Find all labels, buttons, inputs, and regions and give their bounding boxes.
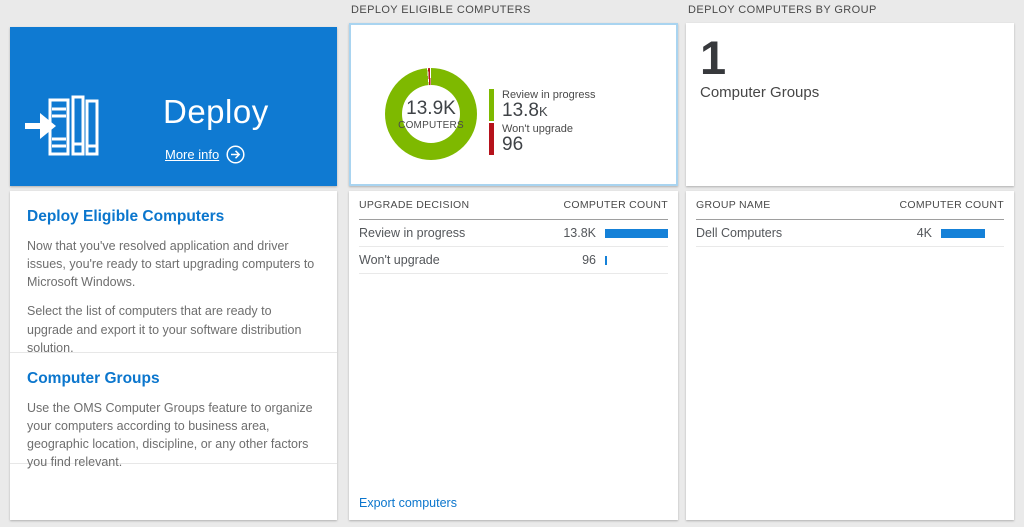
legend-swatch-red xyxy=(489,122,494,155)
circle-arrow-right-icon xyxy=(226,145,245,164)
empty-section xyxy=(10,463,337,519)
deploy-tile[interactable]: Deploy More info xyxy=(10,27,337,186)
legend-item-review-in-progress: Review in progress 13.8K xyxy=(489,89,596,121)
group-count-label: Computer Groups xyxy=(700,84,820,102)
export-computers-link[interactable]: Export computers xyxy=(359,496,457,510)
donut-center-value: 13.9K xyxy=(406,97,456,119)
donut-center-label: COMPUTERS xyxy=(398,119,464,131)
donut-chart: 13.9K COMPUTERS xyxy=(385,68,477,160)
row-label: Won't upgrade xyxy=(359,253,440,267)
donut-center: 13.9K COMPUTERS xyxy=(398,85,464,143)
computer-groups-summary-card[interactable]: 1 Computer Groups xyxy=(686,23,1014,186)
legend-label: Review in progress xyxy=(502,89,596,101)
deploy-info-panel: Deploy Eligible Computers Now that you'v… xyxy=(10,191,337,520)
legend-value: 13.8K xyxy=(502,100,548,121)
table-header-row: UPGRADE DECISION COMPUTER COUNT xyxy=(359,191,668,220)
row-value: 96 xyxy=(582,253,596,267)
count-bar xyxy=(941,228,985,238)
row-label: Review in progress xyxy=(359,226,466,240)
upgrade-decision-table-panel: UPGRADE DECISION COMPUTER COUNT Review i… xyxy=(349,191,678,520)
column-header-computer-count: COMPUTER COUNT xyxy=(563,199,668,211)
section-heading: Computer Groups xyxy=(27,370,160,387)
section-paragraph: Now that you've resolved application and… xyxy=(27,239,315,290)
table-header-row: GROUP NAME COMPUTER COUNT xyxy=(696,191,1004,220)
section-paragraph: Select the list of computers that are re… xyxy=(27,304,302,355)
group-count: 1 xyxy=(700,31,727,84)
more-info-label: More info xyxy=(165,147,220,162)
column-header: DEPLOY ELIGIBLE COMPUTERS xyxy=(351,4,531,16)
column-header: DEPLOY COMPUTERS BY GROUP xyxy=(688,4,877,16)
tile-title: Deploy xyxy=(163,93,269,130)
column-header-group-name: GROUP NAME xyxy=(696,199,771,211)
row-value: 4K xyxy=(916,226,932,240)
deploy-books-arrow-icon xyxy=(24,95,100,164)
section-heading: Deploy Eligible Computers xyxy=(27,208,225,225)
computer-groups-section: Computer Groups Use the OMS Computer Gro… xyxy=(10,352,337,469)
donut-legend: Review in progress 13.8K Won't upgrade 9… xyxy=(489,89,596,155)
more-info-link[interactable]: More info xyxy=(165,145,245,164)
legend-swatch-green xyxy=(489,89,494,121)
table-row[interactable]: Won't upgrade 96 xyxy=(359,247,668,274)
column-header-upgrade-decision: UPGRADE DECISION xyxy=(359,199,470,211)
column-header-computer-count: COMPUTER COUNT xyxy=(899,199,1004,211)
legend-label: Won't upgrade xyxy=(502,122,574,135)
legend-value: 96 xyxy=(502,133,524,155)
deploy-eligible-section: Deploy Eligible Computers Now that you'v… xyxy=(10,191,337,355)
eligible-computers-donut-card[interactable]: 13.9K COMPUTERS Review in progress 13.8K… xyxy=(349,23,678,186)
count-bar xyxy=(605,228,668,238)
section-paragraph: Use the OMS Computer Groups feature to o… xyxy=(27,401,313,470)
row-label: Dell Computers xyxy=(696,226,783,240)
table-row[interactable]: Review in progress 13.8K xyxy=(359,220,668,247)
row-value: 13.8K xyxy=(563,226,596,240)
table-row[interactable]: Dell Computers 4K xyxy=(696,220,1004,247)
group-table-panel: GROUP NAME COMPUTER COUNT Dell Computers… xyxy=(686,191,1014,520)
count-bar xyxy=(605,255,607,265)
legend-item-wont-upgrade: Won't upgrade 96 xyxy=(489,122,596,155)
